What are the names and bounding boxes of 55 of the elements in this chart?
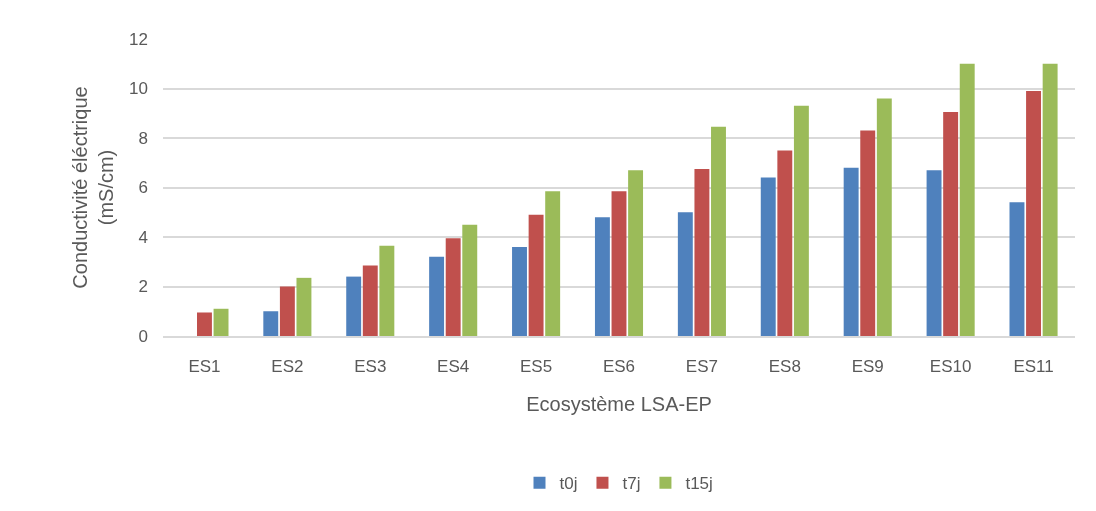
bar (379, 245, 395, 336)
bar (545, 191, 561, 336)
bar (860, 130, 876, 336)
bar (1009, 202, 1025, 336)
bar (760, 177, 776, 336)
bar (512, 246, 527, 336)
bar (296, 277, 312, 336)
bar (777, 150, 793, 336)
legend-label: t0j (559, 474, 578, 494)
y-tick-label: 0 (138, 326, 148, 346)
y-tick-label: 4 (138, 227, 148, 247)
x-tick-label: ES10 (929, 357, 972, 377)
bar (279, 286, 295, 336)
bar (445, 238, 461, 336)
x-tick-label: ES6 (602, 357, 636, 377)
bar (528, 214, 544, 336)
legend-label: t15j (685, 474, 713, 494)
bar (1026, 90, 1042, 336)
x-axis-title: Ecosystème LSA-EP (526, 393, 712, 416)
bar (462, 224, 478, 336)
bar (694, 168, 710, 336)
bar (611, 191, 627, 336)
bar (843, 167, 859, 336)
x-tick-label: ES2 (271, 357, 304, 377)
bar (196, 312, 212, 336)
bar (926, 170, 942, 336)
bar (594, 217, 610, 336)
bar (677, 212, 693, 336)
x-tick-label: ES11 (1013, 357, 1054, 377)
legend-label: t7j (622, 474, 641, 494)
x-tick-label: ES1 (188, 357, 221, 377)
bar (213, 308, 229, 336)
bar (1042, 63, 1058, 336)
bar (876, 98, 892, 336)
bar (263, 311, 279, 336)
bar (959, 63, 975, 336)
x-tick-label: ES9 (851, 357, 884, 377)
bar (943, 112, 959, 336)
y-tick-label: 12 (129, 29, 148, 49)
x-tick-label: ES3 (354, 357, 387, 377)
y-tick-label: 8 (138, 128, 148, 148)
y-axis-title: Conductivité éléctrique (mS/cm) (68, 86, 117, 289)
bar (429, 256, 445, 336)
bar (362, 265, 378, 336)
y-tick-label: 10 (129, 79, 148, 99)
bar (346, 276, 362, 336)
x-tick-label: ES5 (520, 357, 553, 377)
x-tick-label: ES7 (685, 357, 718, 377)
y-tick-label: 6 (138, 178, 148, 198)
y-tick-label: 2 (138, 277, 148, 297)
bar (711, 126, 726, 336)
bar (793, 105, 809, 336)
x-tick-label: ES8 (768, 357, 801, 377)
bar (628, 170, 644, 336)
x-tick-label: ES4 (437, 357, 470, 377)
